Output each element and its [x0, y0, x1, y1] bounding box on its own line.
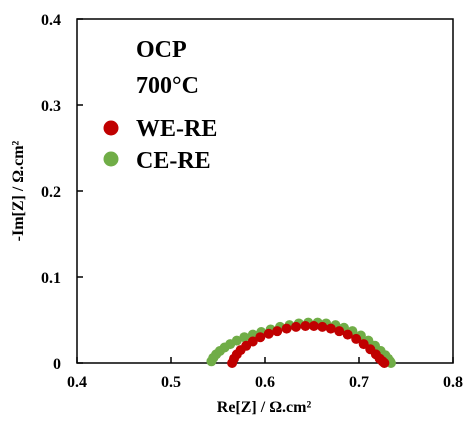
- y-axis-title: -Im[Z] / Ω.cm²: [10, 140, 27, 241]
- y-tick-label: 0: [53, 356, 61, 373]
- legend: WE-RE CE-RE: [103, 116, 217, 174]
- legend-label-ce-re: CE-RE: [136, 148, 211, 174]
- y-tick-label: 0.1: [41, 270, 61, 287]
- y-tick-label: 0.2: [41, 184, 61, 201]
- data-point-we-re: [272, 326, 283, 337]
- data-point-we-re: [342, 329, 353, 340]
- y-tick-label: 0.3: [41, 98, 61, 115]
- data-point-we-re: [334, 326, 345, 337]
- x-axis-title: Re[Z] / Ω.cm²: [217, 399, 312, 416]
- x-tick-label: 0.4: [67, 374, 87, 391]
- data-point-we-re: [247, 336, 258, 347]
- legend-label-we-re: WE-RE: [136, 116, 217, 142]
- data-point-ce-re: [247, 329, 258, 340]
- data-point-ce-re: [231, 335, 242, 346]
- data-point-we-re: [291, 321, 302, 332]
- data-point-we-re: [300, 321, 311, 332]
- data-point-we-re: [308, 321, 319, 332]
- x-tick-label: 0.8: [443, 374, 463, 391]
- data-point-we-re: [379, 358, 390, 368]
- data-point-we-re: [263, 328, 274, 339]
- data-point-ce-re: [239, 332, 250, 343]
- data-point-we-re: [255, 332, 266, 343]
- legend-marker-ce-re: [103, 151, 119, 167]
- data-point-we-re: [325, 323, 336, 334]
- tick-labels: 0.4 0.5 0.6 0.7 0.8 0 0.1 0.2 0.3 0.4: [41, 12, 463, 391]
- axis-ticks: [76, 18, 454, 364]
- annotation-ocp: OCP: [136, 37, 187, 63]
- legend-marker-we-re: [103, 120, 119, 136]
- plot-frame: [76, 18, 454, 364]
- data-point-we-re: [317, 321, 328, 332]
- data-point-we-re: [351, 333, 362, 344]
- data-point-we-re: [281, 323, 292, 334]
- x-tick-label: 0.5: [161, 374, 181, 391]
- y-tick-label: 0.4: [41, 12, 61, 29]
- annotation-temperature: 700°C: [136, 73, 199, 99]
- x-tick-label: 0.7: [349, 374, 369, 391]
- x-tick-label: 0.6: [255, 374, 275, 391]
- data-points: [206, 317, 396, 368]
